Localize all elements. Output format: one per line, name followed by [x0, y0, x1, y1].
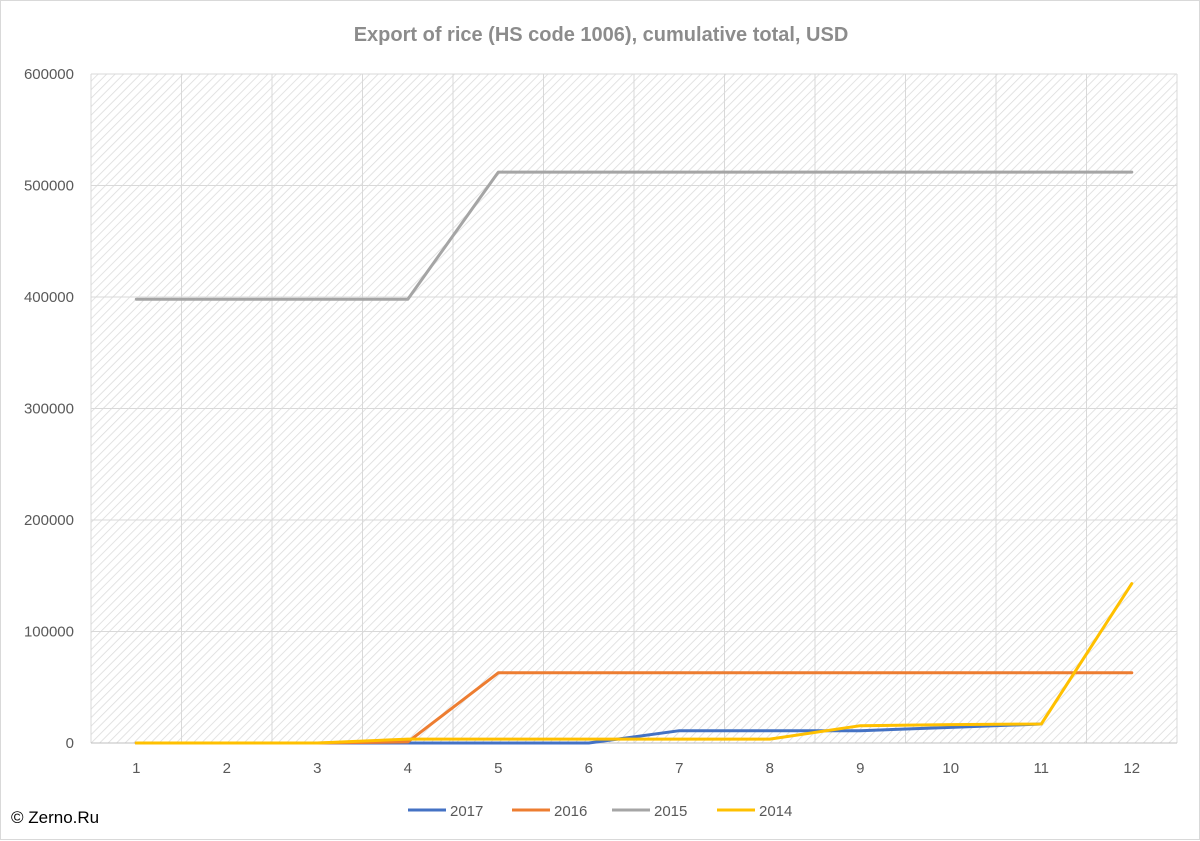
- x-tick-label: 4: [404, 760, 412, 777]
- x-tick-label: 11: [1033, 760, 1049, 777]
- legend-label-2017: 2017: [450, 803, 483, 820]
- x-tick-label: 7: [675, 760, 683, 777]
- gridlines: [90, 73, 1178, 744]
- x-tick-label: 10: [942, 760, 959, 777]
- legend-label-2014: 2014: [759, 803, 792, 820]
- y-tick-label: 0: [66, 735, 74, 752]
- series-line-2015: [134, 170, 1134, 301]
- x-tick-label: 3: [313, 760, 321, 777]
- x-tick-label: 6: [585, 760, 593, 777]
- series-lines: [134, 170, 1134, 745]
- y-tick-label: 400000: [24, 289, 74, 306]
- legend-label-2015: 2015: [654, 803, 687, 820]
- x-tick-label: 8: [766, 760, 774, 777]
- y-tick-label: 300000: [24, 401, 74, 418]
- legend: 2017 2016 2015 2014: [408, 803, 792, 820]
- x-tick-label: 9: [856, 760, 864, 777]
- legend-label-2016: 2016: [554, 803, 587, 820]
- chart-title: Export of rice (HS code 1006), cumulativ…: [354, 24, 849, 46]
- x-tick-label: 2: [223, 760, 231, 777]
- x-tick-label: 12: [1123, 760, 1140, 777]
- x-tick-label: 5: [494, 760, 502, 777]
- copyright-credit: © Zerno.Ru: [11, 808, 100, 827]
- y-tick-label: 500000: [24, 178, 74, 195]
- series-line-2014: [134, 582, 1134, 745]
- y-tick-label: 600000: [24, 66, 74, 83]
- y-tick-label: 100000: [24, 624, 74, 641]
- y-tick-label: 200000: [24, 512, 74, 529]
- x-tick-label: 1: [132, 760, 140, 777]
- x-axis: 1 2 3 4 5 6 7 8 9 10 11 12: [132, 760, 1140, 777]
- y-axis: 0 100000 200000 300000 400000 500000 600000: [24, 66, 74, 752]
